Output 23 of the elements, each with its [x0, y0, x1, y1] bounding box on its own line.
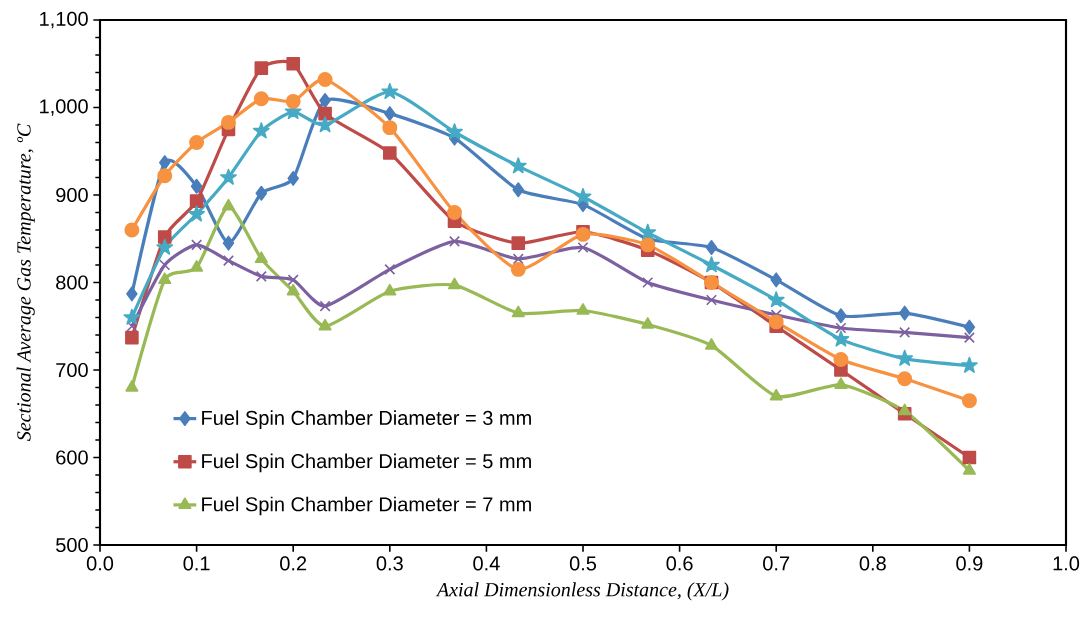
- x-tick-label: 0.0: [86, 556, 114, 571]
- x-tick-label: 0.4: [473, 556, 500, 571]
- x-tick-label: 0.2: [280, 556, 307, 571]
- y-tick-label: 1,100: [40, 11, 88, 29]
- x-tick-label: 0.6: [666, 556, 693, 571]
- x-tick-label: 0.1: [183, 556, 210, 571]
- legend-label: Fuel Spin Chamber Diameter = 5 mm: [202, 453, 531, 473]
- y-tick-label: 700: [56, 362, 88, 378]
- x-tick-label: 0.5: [569, 556, 597, 571]
- y-axis-title: Sectional Average Gas Temperature, ºC: [16, 123, 35, 441]
- x-axis-title: Axial Dimensionless Distance, (X/L): [435, 582, 729, 601]
- y-tick-label: 900: [56, 187, 88, 203]
- legend-label: Fuel Spin Chamber Diameter = 3 mm: [202, 410, 531, 429]
- legend-label: Fuel Spin Chamber Diameter = 7 mm: [202, 496, 531, 516]
- x-tick-label: 0.3: [376, 556, 403, 571]
- x-tick-label: 0.8: [859, 556, 886, 571]
- y-tick-label: 1,000: [40, 99, 88, 116]
- x-tick-label: 0.9: [956, 556, 983, 571]
- y-tick-label: 600: [56, 450, 88, 465]
- y-tick-label: 500: [56, 537, 88, 553]
- x-tick-label: 1.0: [1053, 556, 1080, 571]
- x-tick-label: 0.7: [763, 556, 790, 571]
- y-tick-label: 800: [56, 275, 88, 290]
